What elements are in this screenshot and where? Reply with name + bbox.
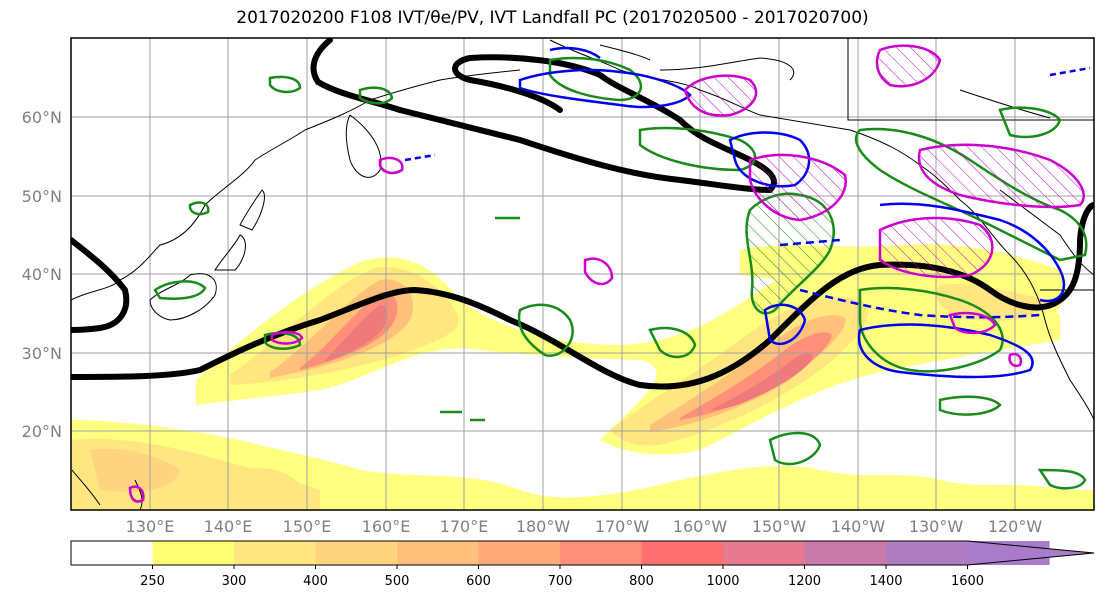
colorbar-segment [397, 541, 480, 565]
map-title: 2017020200 F108 IVT/θe/PV, IVT Landfall … [236, 8, 869, 28]
lat-label: 50°N [22, 187, 62, 206]
lon-label: 180°W [516, 517, 571, 536]
colorbar-segment [315, 541, 398, 565]
lat-label: 20°N [22, 422, 62, 441]
lon-label: 120°W [988, 517, 1043, 536]
lon-label: 150°W [752, 517, 807, 536]
coastlines [71, 38, 1094, 510]
colorbar-tick-label: 1200 [788, 574, 821, 589]
lat-label: 60°N [22, 108, 62, 127]
colorbar-segment [560, 541, 643, 565]
lat-axis-labels: 60°N 50°N 40°N 30°N 20°N [22, 108, 62, 441]
colorbar-extend-arrow [967, 541, 1094, 565]
colorbar-segment [641, 541, 724, 565]
lon-label: 170°E [440, 517, 489, 536]
lat-label: 40°N [22, 265, 62, 284]
colorbar: 250 300 400 500 600 700 800 1000 1200 1400 1600 [70, 540, 1095, 589]
colorbar-tick-label: 250 [140, 574, 165, 589]
lon-label: 130°W [909, 517, 964, 536]
lon-label: 140°W [831, 517, 886, 536]
lon-label: 140°E [204, 517, 253, 536]
ivt-filled-field [71, 244, 1094, 510]
colorbar-segment [152, 541, 235, 565]
colorbar-tick-label: 800 [629, 574, 654, 589]
map-frame [70, 37, 1095, 511]
pv-magenta-contours [128, 44, 1085, 503]
colorbar-tick-label: 1400 [869, 574, 902, 589]
colorbar-segment [234, 541, 317, 565]
lon-label: 130°E [126, 517, 175, 536]
colorbar-tick-label: 300 [222, 574, 247, 589]
colorbar-tick-label: 1600 [951, 574, 984, 589]
colorbar-segment [478, 541, 561, 565]
colorbar-segment [723, 541, 806, 565]
lon-label: 170°W [595, 517, 650, 536]
lon-label: 160°E [362, 517, 411, 536]
colorbar-segment [71, 541, 154, 565]
lon-axis-labels: 130°E 140°E 150°E 160°E 170°E 180°W 170°… [126, 517, 1043, 536]
lon-label: 150°E [283, 517, 332, 536]
colorbar-tick-label: 700 [548, 574, 573, 589]
colorbar-tick-label: 1000 [706, 574, 739, 589]
colorbar-tick-label: 600 [466, 574, 491, 589]
gridlines [71, 38, 1094, 510]
colorbar-frame [70, 540, 1095, 566]
map-plot-area [71, 38, 1094, 510]
lat-label: 30°N [22, 344, 62, 363]
colorbar-tick-label: 400 [303, 574, 328, 589]
colorbar-segment [886, 541, 969, 565]
colorbar-segment [804, 541, 887, 565]
lon-label: 160°W [673, 517, 728, 536]
colorbar-tick-label: 500 [385, 574, 410, 589]
